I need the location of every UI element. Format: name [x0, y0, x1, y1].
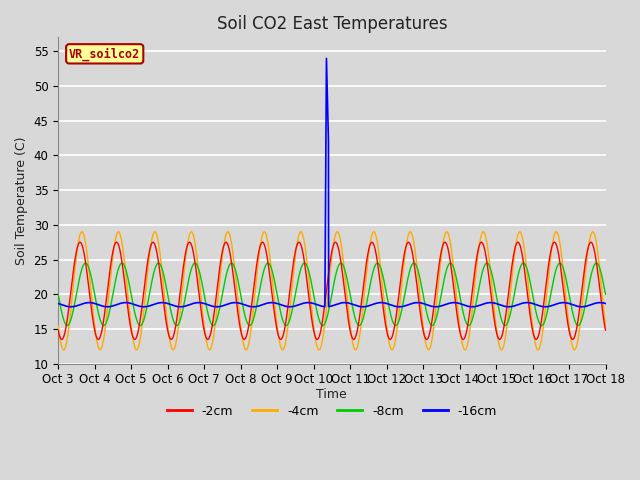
Title: Soil CO2 East Temperatures: Soil CO2 East Temperatures: [216, 15, 447, 33]
Legend: -2cm, -4cm, -8cm, -16cm: -2cm, -4cm, -8cm, -16cm: [162, 400, 502, 423]
Text: VR_soilco2: VR_soilco2: [69, 47, 140, 60]
Y-axis label: Soil Temperature (C): Soil Temperature (C): [15, 136, 28, 265]
X-axis label: Time: Time: [316, 388, 348, 401]
